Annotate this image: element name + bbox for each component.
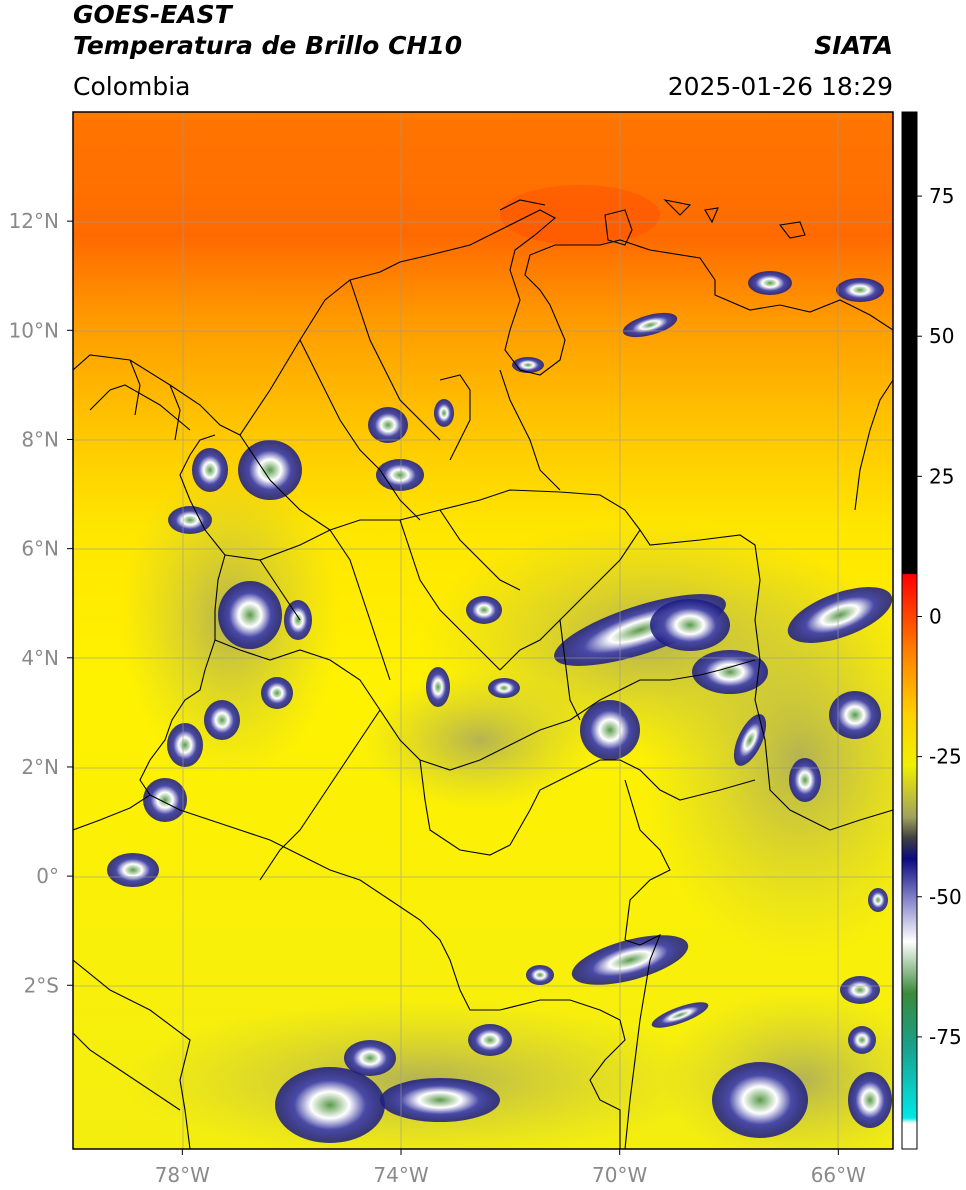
colorbar-tick-label: 50 — [929, 324, 954, 348]
colorbar-tick-label: -50 — [929, 885, 962, 909]
convective-clouds — [107, 271, 893, 1143]
latitude-tick-label: 4°N — [21, 646, 59, 670]
latitude-tick-label: 12°N — [9, 209, 59, 233]
latitude-tick-label: 10°N — [9, 318, 59, 342]
latitude-tick-label: 6°N — [21, 537, 59, 561]
latitude-tick-label: 8°N — [21, 427, 59, 451]
latitude-axis: 12°N 10°N 8°N 6°N 4°N 2°N 0° 2°S — [9, 209, 73, 997]
map-frame — [72, 111, 894, 1150]
satellite-title: GOES-EAST — [73, 0, 232, 29]
coastlines-and-borders — [73, 199, 893, 1149]
graticule — [73, 112, 893, 1149]
colorbar-ticks: 75 50 25 0 -25 -50 -75 — [917, 184, 962, 1049]
colorbar-tick-label: -25 — [929, 745, 962, 769]
colorbar-tick-label: -75 — [929, 1025, 962, 1049]
longitude-tick-label: 78°W — [155, 1163, 210, 1187]
colorbar: 75 50 25 0 -25 -50 -75 — [901, 111, 962, 1150]
longitude-tick-label: 66°W — [811, 1163, 866, 1187]
latitude-tick-label: 2°N — [21, 755, 59, 779]
brand-label: SIATA — [814, 31, 893, 60]
colorbar-frame — [901, 111, 918, 1150]
longitude-tick-label: 74°W — [373, 1163, 428, 1187]
longitude-tick-label: 70°W — [592, 1163, 647, 1187]
longitude-axis: 78°W 74°W 70°W 66°W — [155, 1149, 866, 1187]
colorbar-tick-label: 25 — [929, 464, 954, 488]
colorbar-scale — [902, 112, 917, 1149]
brightness-temperature-field — [73, 112, 893, 1149]
latitude-tick-label: 0° — [36, 864, 59, 888]
product-title: Temperatura de Brillo CH10 — [73, 31, 463, 60]
datetime-label: 2025-01-26 18:29 — [667, 72, 893, 101]
region-label: Colombia — [73, 72, 191, 101]
latitude-tick-label: 2°S — [24, 973, 59, 997]
colorbar-tick-label: 75 — [929, 184, 954, 208]
colorbar-tick-label: 0 — [929, 604, 942, 628]
